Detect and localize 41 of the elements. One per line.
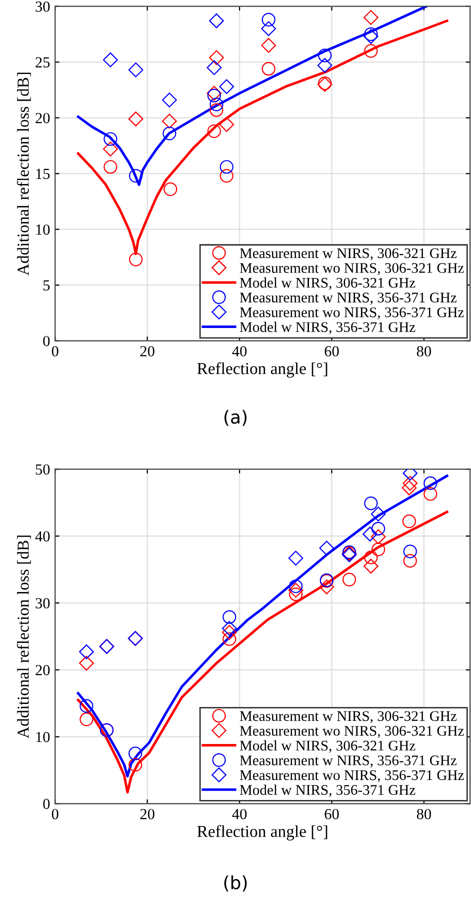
y-tick-label: 15 xyxy=(36,168,50,180)
legend-label: Model w NIRS, 306-321 GHz xyxy=(240,740,416,753)
text: (b) xyxy=(224,875,247,892)
y-axis-title: Additional reflection loss [dB] xyxy=(16,536,31,738)
x-tick-label: 60 xyxy=(324,808,339,820)
legend-label: Model w NIRS, 306-321 GHz xyxy=(240,277,416,290)
legend-label: Model w NIRS, 356-371 GHz xyxy=(240,322,416,334)
x-tick-label: 20 xyxy=(140,808,154,820)
legend-label: Measurement wo NIRS, 356-371 GHz xyxy=(240,307,464,320)
y-tick-label: 30 xyxy=(36,1,50,12)
y-tick-label: 25 xyxy=(36,57,50,68)
x-axis-title: Reflection angle [°] xyxy=(197,825,328,840)
x-tick-label: 20 xyxy=(140,346,154,356)
text: (a) xyxy=(224,410,247,426)
x-axis-title: Reflection angle [°] xyxy=(197,362,328,378)
legend-label: Measurement w NIRS, 306-321 GHz xyxy=(240,711,457,724)
y-tick-label: 20 xyxy=(36,665,50,676)
y-tick-label: 5 xyxy=(43,280,50,291)
y-axis-title: Additional reflection loss [dB] xyxy=(16,72,31,276)
y-tick-label: 50 xyxy=(36,464,50,475)
y-tick-label: 0 xyxy=(43,798,50,810)
y-tick-label: 0 xyxy=(43,336,50,346)
x-tick-label: 0 xyxy=(52,808,58,820)
x-tick-label: 40 xyxy=(232,808,247,820)
legend-label: Measurement wo NIRS, 306-321 GHz xyxy=(240,263,464,276)
y-tick-label: 30 xyxy=(36,598,50,608)
legend-label: Measurement wo NIRS, 356-371 GHz xyxy=(240,770,464,782)
x-tick-label: 80 xyxy=(416,346,432,356)
y-tick-label: 10 xyxy=(36,732,50,742)
x-tick-label: 0 xyxy=(52,346,58,356)
legend-label: Measurement w NIRS, 306-321 GHz xyxy=(240,248,457,260)
legend-label: Measurement w NIRS, 356-371 GHz xyxy=(240,756,457,768)
legend-label: Model w NIRS, 356-371 GHz xyxy=(240,784,416,797)
x-tick-label: 80 xyxy=(416,808,432,820)
legend-label: Measurement w NIRS, 356-371 GHz xyxy=(240,292,457,305)
x-tick-label: 40 xyxy=(232,346,247,356)
y-tick-label: 10 xyxy=(36,224,50,235)
y-tick-label: 40 xyxy=(35,531,50,542)
x-tick-label: 60 xyxy=(324,346,339,356)
y-tick-label: 20 xyxy=(36,112,50,124)
legend-label: Measurement wo NIRS, 306-321 GHz xyxy=(240,726,464,738)
